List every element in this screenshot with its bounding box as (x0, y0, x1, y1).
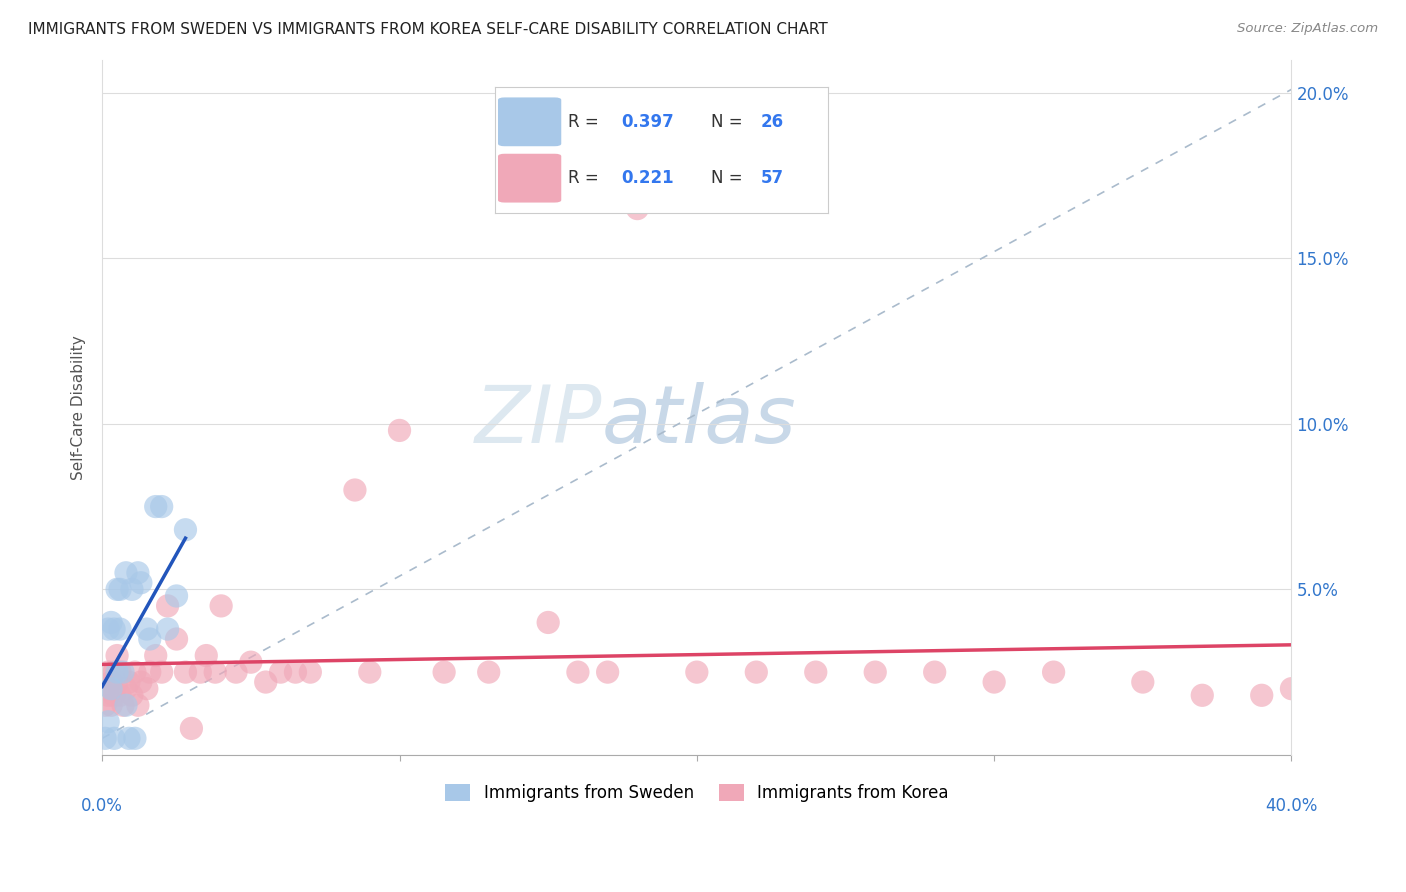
Point (567, 665, 589, 679)
Point (103, 665, 125, 679)
Text: atlas: atlas (602, 382, 796, 460)
Point (127, 698, 149, 713)
Point (94, 731, 117, 746)
Point (537, 615, 560, 630)
Point (145, 648, 167, 663)
Point (139, 665, 162, 679)
Point (1191, 688, 1213, 702)
Text: 0.0%: 0.0% (82, 797, 124, 814)
Point (105, 675, 128, 690)
Point (135, 622, 157, 636)
Point (100, 615, 122, 630)
Point (115, 566, 138, 580)
Point (129, 575, 152, 590)
Text: 40.0%: 40.0% (1265, 797, 1317, 814)
Point (111, 698, 134, 713)
Point (124, 731, 146, 746)
Point (388, 424, 411, 438)
Point (94, 698, 117, 713)
Point (204, 665, 226, 679)
Point (343, 483, 366, 497)
Point (118, 731, 141, 746)
Point (174, 665, 197, 679)
Point (150, 665, 173, 679)
Point (105, 665, 128, 679)
Point (108, 665, 131, 679)
Point (299, 665, 322, 679)
Point (100, 675, 122, 690)
Y-axis label: Self-Care Disability: Self-Care Disability (72, 334, 86, 480)
Point (270, 665, 292, 679)
Point (626, 202, 648, 216)
Text: Source: ZipAtlas.com: Source: ZipAtlas.com (1237, 22, 1378, 36)
Point (686, 665, 709, 679)
Point (115, 698, 138, 713)
Point (103, 731, 125, 746)
Point (103, 688, 125, 702)
Point (1042, 665, 1064, 679)
Point (108, 688, 131, 702)
Point (924, 665, 946, 679)
Point (225, 665, 247, 679)
Point (239, 655, 262, 669)
Point (150, 500, 173, 514)
Point (156, 622, 179, 636)
Point (97, 688, 120, 702)
Point (139, 632, 162, 646)
Point (105, 648, 128, 663)
Point (209, 599, 232, 613)
Point (97, 714, 120, 729)
Point (174, 523, 197, 537)
Point (108, 622, 131, 636)
Point (145, 500, 167, 514)
Text: IMMIGRANTS FROM SWEDEN VS IMMIGRANTS FROM KOREA SELF-CARE DISABILITY CORRELATION: IMMIGRANTS FROM SWEDEN VS IMMIGRANTS FRO… (28, 22, 828, 37)
Point (596, 665, 619, 679)
Point (166, 632, 188, 646)
Text: ZIP: ZIP (474, 382, 602, 460)
Point (105, 582, 128, 597)
Point (359, 665, 381, 679)
Point (804, 665, 827, 679)
Point (97, 665, 120, 679)
Legend: Immigrants from Sweden, Immigrants from Korea: Immigrants from Sweden, Immigrants from … (439, 778, 955, 809)
Point (195, 648, 218, 663)
Point (118, 675, 141, 690)
Point (121, 688, 143, 702)
Point (156, 599, 179, 613)
Point (180, 722, 202, 736)
Point (1132, 675, 1154, 690)
Point (478, 665, 501, 679)
Point (433, 665, 456, 679)
Point (108, 582, 131, 597)
Point (284, 665, 307, 679)
Point (127, 566, 149, 580)
Point (100, 698, 122, 713)
Point (124, 665, 146, 679)
Point (97, 622, 120, 636)
Point (983, 675, 1005, 690)
Point (115, 681, 138, 696)
Point (100, 681, 122, 696)
Point (135, 681, 157, 696)
Point (121, 582, 143, 597)
Point (745, 665, 768, 679)
Point (94, 681, 117, 696)
Point (103, 622, 125, 636)
Point (254, 675, 277, 690)
Point (1250, 688, 1272, 702)
Point (111, 665, 134, 679)
Point (129, 675, 152, 690)
Point (1281, 681, 1303, 696)
Point (188, 665, 211, 679)
Point (166, 589, 188, 603)
Point (863, 665, 886, 679)
